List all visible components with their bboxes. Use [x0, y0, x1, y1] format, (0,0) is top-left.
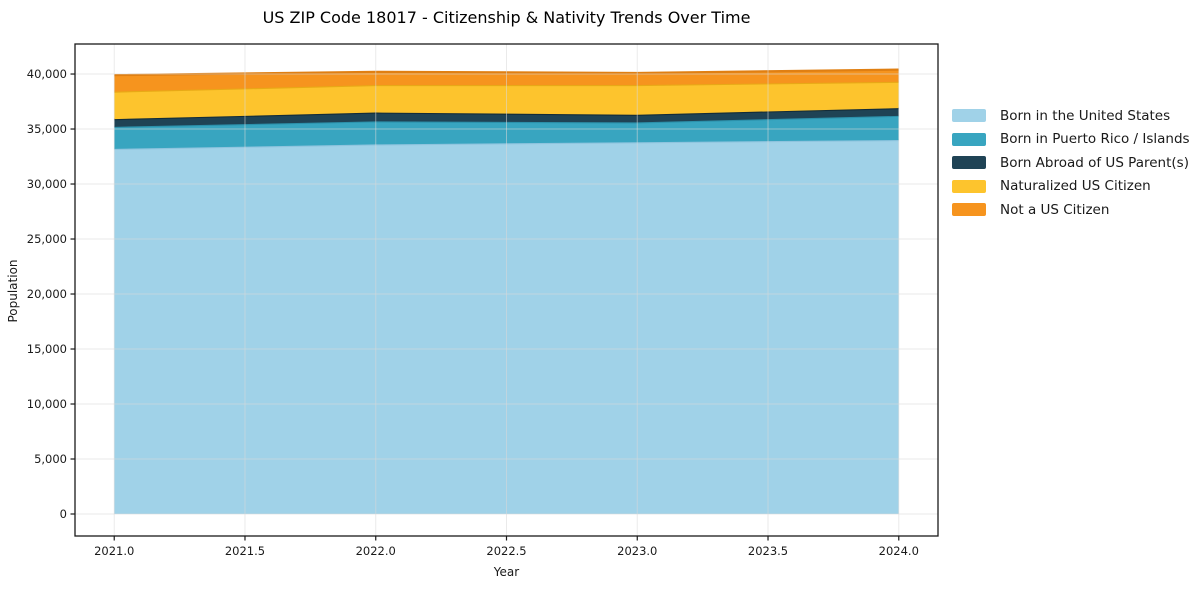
legend-item-not-a-us-citizen: Not a US Citizen — [952, 198, 1189, 222]
legend-label: Born in Puerto Rico / Islands — [1000, 131, 1189, 148]
y-tick-label: 0 — [60, 507, 67, 521]
x-tick-label: 2022.5 — [486, 544, 526, 558]
legend-label: Not a US Citizen — [1000, 201, 1110, 218]
y-tick-label: 5,000 — [34, 452, 67, 466]
x-tick-label: 2021.5 — [225, 544, 265, 558]
legend-swatch — [952, 132, 986, 146]
legend-label: Born in the United States — [1000, 107, 1171, 124]
y-tick-label: 40,000 — [27, 67, 67, 81]
legend: Born in the United States Born in Puerto … — [952, 104, 1189, 222]
x-tick-label: 2023.0 — [617, 544, 657, 558]
x-tick-label: 2024.0 — [879, 544, 919, 558]
legend-label: Naturalized US Citizen — [1000, 178, 1151, 195]
legend-item-born-in-puerto-rico-islands: Born in Puerto Rico / Islands — [952, 128, 1189, 152]
legend-swatch — [952, 203, 986, 217]
y-tick-label: 30,000 — [27, 177, 67, 191]
y-axis-label: Population — [6, 259, 20, 323]
y-tick-label: 35,000 — [27, 122, 67, 136]
y-tick-label: 25,000 — [27, 232, 67, 246]
x-axis-label: Year — [493, 565, 520, 579]
x-tick-label: 2022.0 — [356, 544, 396, 558]
legend-label: Born Abroad of US Parent(s) — [1000, 154, 1189, 171]
legend-item-born-abroad-of-us-parent-s: Born Abroad of US Parent(s) — [952, 151, 1189, 175]
x-tick-label: 2021.0 — [94, 544, 134, 558]
chart-title: US ZIP Code 18017 - Citizenship & Nativi… — [262, 8, 751, 27]
y-tick-label: 10,000 — [27, 397, 67, 411]
legend-item-naturalized-us-citizen: Naturalized US Citizen — [952, 175, 1189, 199]
legend-swatch — [952, 156, 986, 170]
legend-item-born-in-the-united-states: Born in the United States — [952, 104, 1189, 128]
x-tick-label: 2023.5 — [748, 544, 788, 558]
legend-swatch — [952, 179, 986, 193]
legend-swatch — [952, 109, 986, 123]
y-tick-label: 15,000 — [27, 342, 67, 356]
y-tick-label: 20,000 — [27, 287, 67, 301]
